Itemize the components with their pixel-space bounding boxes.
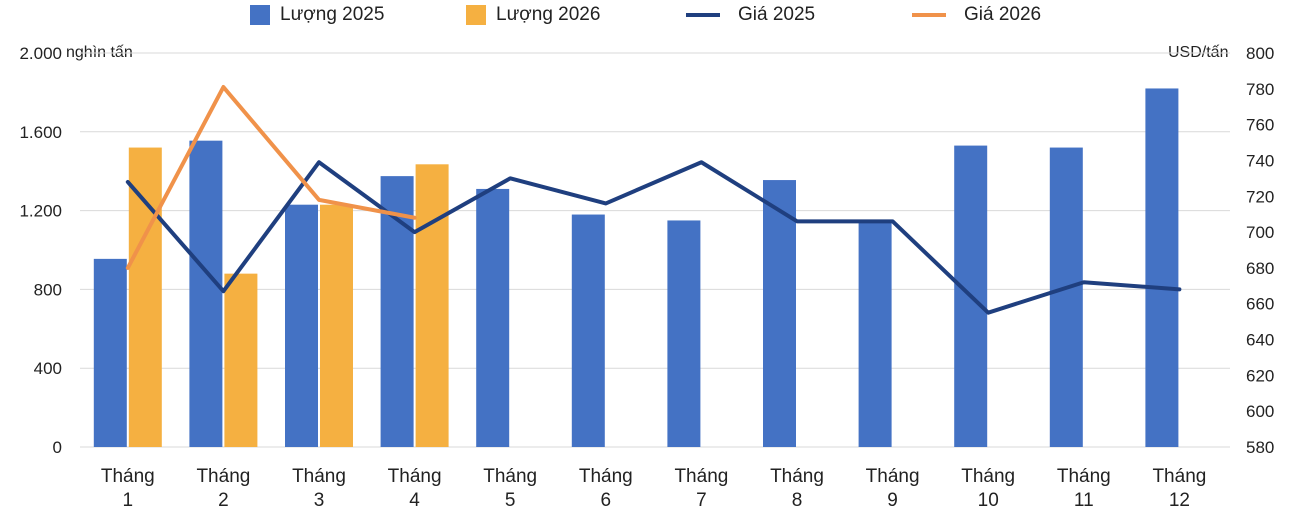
left-axis-tick-label: 800	[34, 280, 62, 299]
right-axis-tick-label: 580	[1246, 438, 1274, 457]
left-axis-tick-label: 0	[53, 438, 62, 457]
legend-item-price-2025: Giá 2025	[686, 4, 815, 26]
bar-qty-2026	[320, 204, 353, 447]
left-axis-tick-label: 1.200	[19, 202, 62, 221]
right-axis-tick-label: 660	[1246, 295, 1274, 314]
right-axis-tick-label: 680	[1246, 259, 1274, 278]
legend-item-price-2026: Giá 2026	[912, 4, 1041, 26]
bar-qty-2025	[189, 140, 223, 448]
bar-qty-2025	[1145, 88, 1179, 448]
left-axis-tick-label: 1.600	[19, 123, 62, 142]
x-axis-tick-label: Tháng 10	[961, 466, 1015, 511]
legend: Lượng 2025 Lượng 2026 Giá 2025 Giá 2026	[0, 4, 1290, 30]
legend-swatch-qty-2025	[250, 5, 270, 25]
legend-swatch-qty-2026	[466, 5, 486, 25]
bar-qty-2026	[224, 273, 258, 447]
right-axis-tick-label: 700	[1246, 223, 1274, 242]
bar-qty-2026	[128, 147, 162, 447]
bar-qty-2025	[285, 204, 318, 447]
bar-qty-2025	[571, 214, 605, 447]
legend-item-qty-2026: Lượng 2026	[466, 4, 600, 26]
legend-label-price-2026: Giá 2026	[964, 4, 1042, 25]
line-price-2026	[125, 85, 417, 270]
x-axis-tick-label: Tháng 8	[770, 466, 824, 511]
bar-qty-2025	[667, 220, 701, 447]
x-axis-tick-label: Tháng 2	[196, 466, 250, 511]
left-axis-tick-label: 400	[34, 359, 62, 378]
x-axis-tick-label: Tháng 11	[1057, 466, 1111, 511]
right-axis-tick-label: 620	[1246, 366, 1274, 385]
x-axis-tick-label: Tháng 1	[101, 466, 155, 511]
x-axis-tick-label: Tháng 3	[292, 466, 346, 511]
bar-qty-2025	[858, 220, 892, 447]
bar-qty-2025	[93, 258, 127, 447]
legend-label-qty-2025: Lượng 2025	[280, 4, 385, 25]
bar-qty-2025	[476, 188, 510, 447]
legend-label-qty-2026: Lượng 2026	[496, 4, 601, 25]
right-axis-tick-label: 640	[1246, 331, 1274, 350]
x-axis-tick-label: Tháng 12	[1152, 466, 1206, 511]
x-axis-tick-label: Tháng 5	[483, 466, 537, 511]
right-axis-tick-label: 600	[1246, 402, 1274, 421]
x-axis-tick-label: Tháng 6	[579, 466, 633, 511]
x-axis-tick-label: Tháng 9	[866, 466, 920, 511]
right-axis-tick-label: 780	[1246, 80, 1274, 99]
right-axis-tick-label: 800	[1246, 44, 1274, 63]
right-axis-tick-label: 720	[1246, 187, 1274, 206]
bar-qty-2025	[1049, 147, 1083, 447]
legend-label-price-2025: Giá 2025	[738, 4, 816, 25]
bar-qty-2026	[415, 164, 449, 447]
bar-qty-2025	[763, 180, 796, 447]
x-axis-tick-label: Tháng 7	[674, 466, 728, 511]
legend-item-qty-2025: Lượng 2025	[250, 4, 384, 26]
left-axis-tick-label: 2.000	[19, 44, 62, 63]
right-axis-tick-label: 760	[1246, 116, 1274, 135]
right-axis-tick-label: 740	[1246, 151, 1274, 170]
legend-swatch-price-2025	[686, 13, 720, 17]
x-axis-tick-label: Tháng 4	[388, 466, 442, 511]
legend-swatch-price-2026	[912, 13, 946, 17]
